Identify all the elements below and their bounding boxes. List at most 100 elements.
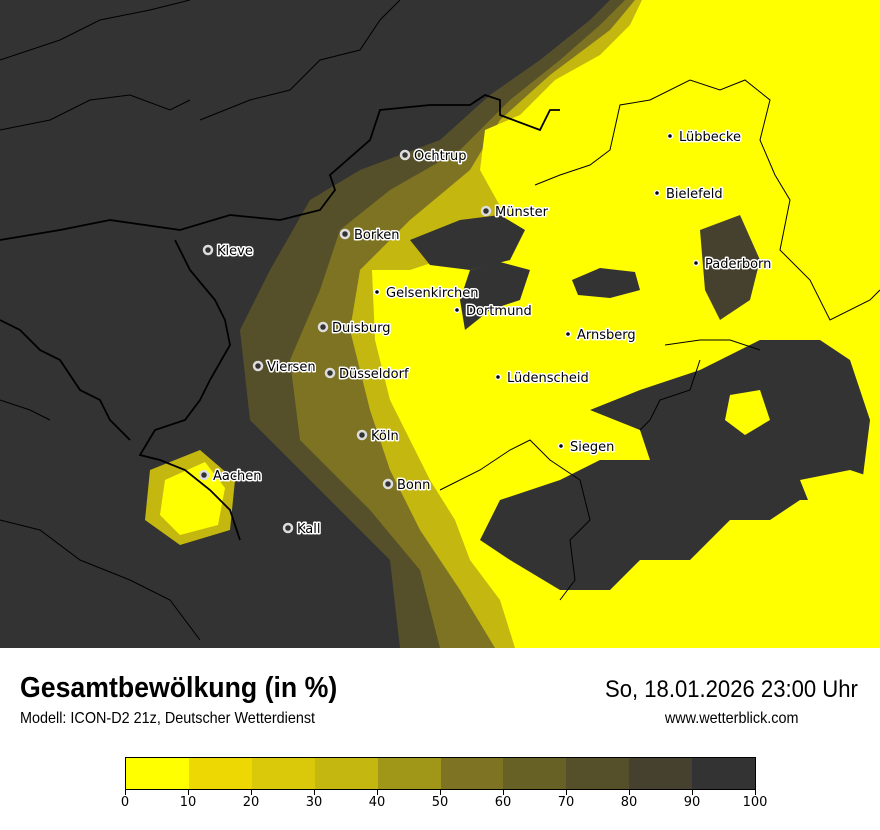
- legend-tick: [440, 790, 441, 795]
- city-dortmund: Dortmund: [453, 303, 533, 321]
- cloud-patch-east: [700, 215, 760, 320]
- city-label: Siegen: [570, 440, 614, 455]
- legend-swatch-1: [188, 758, 252, 789]
- city-marker-icon: [564, 330, 572, 338]
- city-aachen: Aachen: [198, 468, 263, 486]
- legend-tick-label: 100: [742, 795, 768, 810]
- legend-tick: [125, 790, 126, 795]
- clear-patch-se-corner: [800, 470, 880, 560]
- city-label: Dortmund: [466, 304, 532, 319]
- city-label: Kleve: [217, 244, 253, 259]
- city-label: Düsseldorf: [339, 367, 409, 382]
- legend-swatch-5: [440, 758, 504, 789]
- legend-swatch-7: [566, 758, 630, 789]
- city-label: Bonn: [397, 478, 430, 493]
- city-viersen: Viersen: [252, 359, 317, 377]
- legend-ticks: 0 10 20 30 40 50 60 70 80 90 100: [121, 790, 767, 820]
- city-label: Münster: [495, 205, 549, 220]
- city-marker-icon: [356, 429, 368, 441]
- city-label: Paderborn: [705, 257, 771, 272]
- city-label: Bielefeld: [666, 187, 723, 202]
- city-label: Gelsenkirchen: [386, 286, 479, 301]
- legend-tick-label: 0: [120, 795, 130, 810]
- city-gelsenkirchen: Gelsenkirchen: [373, 285, 480, 303]
- city-paderborn: Paderborn: [692, 256, 773, 274]
- city-marker-icon: [557, 442, 565, 450]
- cloud-patch-dortmund: [460, 262, 530, 330]
- legend-tick-label: 60: [494, 795, 512, 810]
- city-label: Borken: [354, 228, 400, 243]
- city-lübbecke: Lübbecke: [666, 129, 742, 147]
- legend-tick: [503, 790, 504, 795]
- legend-tick: [566, 790, 567, 795]
- city-marker-icon: [382, 478, 394, 490]
- city-siegen: Siegen: [557, 439, 616, 457]
- city-marker-icon: [339, 228, 351, 240]
- map-title: Gesamtbewölkung (in %): [20, 672, 338, 704]
- website-link[interactable]: www.wetterblick.com: [664, 710, 798, 727]
- legend-swatch-0: [126, 758, 189, 789]
- legend-tick: [377, 790, 378, 795]
- cloud-cover-map: Ochtrup Münster Borken Kleve Gelsenkirchen Do…: [0, 0, 880, 648]
- legend-tick-label: 80: [620, 795, 638, 810]
- clear-hole-southeast: [725, 390, 770, 435]
- city-arnsberg: Arnsberg: [564, 327, 637, 345]
- city-label: Aachen: [213, 469, 261, 484]
- model-source: Modell: ICON-D2 21z, Deutscher Wetterdie…: [20, 710, 316, 727]
- city-label: Duisburg: [332, 321, 391, 336]
- cloud-patch-southeast: [480, 340, 870, 590]
- city-label: Ochtrup: [414, 149, 467, 164]
- color-legend: [125, 757, 756, 790]
- legend-tick-label: 50: [431, 795, 449, 810]
- city-köln: Köln: [356, 428, 400, 446]
- legend-tick-label: 10: [179, 795, 197, 810]
- legend-tick: [755, 790, 756, 795]
- legend-tick: [314, 790, 315, 795]
- legend-tick: [188, 790, 189, 795]
- legend-tick-label: 20: [242, 795, 260, 810]
- legend-tick-label: 30: [305, 795, 323, 810]
- legend-tick: [251, 790, 252, 795]
- city-marker-icon: [453, 306, 461, 314]
- country-borders: [0, 94, 560, 541]
- legend-tick-label: 70: [557, 795, 575, 810]
- city-bielefeld: Bielefeld: [653, 186, 724, 204]
- city-marker-icon: [692, 259, 700, 267]
- city-borken: Borken: [339, 227, 401, 245]
- city-marker-icon: [282, 522, 294, 534]
- city-kleve: Kleve: [202, 243, 254, 261]
- city-kall: Kall: [282, 521, 322, 539]
- city-marker-icon: [480, 205, 492, 217]
- city-marker-icon: [399, 149, 411, 161]
- forecast-datetime: So, 18.01.2026 23:00 Uhr: [605, 676, 858, 703]
- city-duisburg: Duisburg: [317, 320, 392, 338]
- city-marker-icon: [317, 321, 329, 333]
- legend-tick-label: 90: [683, 795, 701, 810]
- city-label: Lüdenscheid: [507, 371, 589, 386]
- legend-swatch-9: [692, 758, 756, 789]
- legend-swatch-6: [503, 758, 567, 789]
- legend-tick: [692, 790, 693, 795]
- city-lüdenscheid: Lüdenscheid: [494, 370, 590, 388]
- city-marker-icon: [202, 244, 214, 256]
- city-label: Arnsberg: [577, 328, 636, 343]
- cloud-patch-arnsberg-north: [572, 268, 640, 298]
- state-borders: [0, 0, 880, 641]
- city-marker-icon: [653, 189, 661, 197]
- city-bonn: Bonn: [382, 477, 432, 495]
- city-label: Kall: [297, 522, 321, 537]
- city-marker-icon: [252, 360, 264, 372]
- city-marker-icon: [198, 469, 210, 481]
- city-marker-icon: [373, 288, 381, 296]
- city-münster: Münster: [480, 204, 550, 222]
- city-label: Viersen: [267, 360, 316, 375]
- legend-swatch-4: [377, 758, 441, 789]
- city-markers: Ochtrup Münster Borken Kleve Gelsenkirchen Do…: [198, 129, 773, 539]
- city-marker-icon: [666, 132, 674, 140]
- city-marker-icon: [494, 373, 502, 381]
- legend-tick: [629, 790, 630, 795]
- city-label: Köln: [371, 429, 399, 444]
- city-düsseldorf: Düsseldorf: [324, 366, 410, 384]
- cloud-patch-muenster: [410, 215, 525, 270]
- legend-swatch-2: [251, 758, 315, 789]
